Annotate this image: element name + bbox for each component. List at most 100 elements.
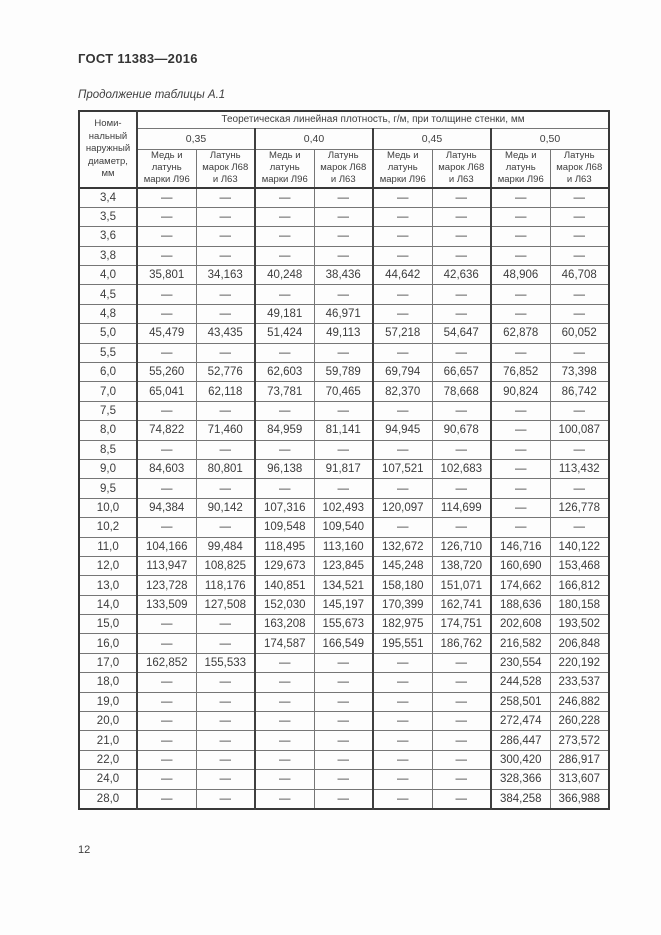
density-cell: 174,751 — [431, 614, 492, 635]
table-row: 4,8— —49,181 46,971— — — — — [78, 303, 610, 325]
density-cell: 104,166 — [136, 536, 197, 557]
density-cell: — — [490, 478, 551, 499]
density-cell: 286,917 — [549, 749, 610, 771]
density-cell: — — [431, 245, 492, 267]
density-cell: 73,398 — [549, 362, 610, 383]
diameter-cell: 7,5 — [78, 400, 138, 422]
density-cell: 129,673 — [254, 555, 315, 577]
density-cell: — — [431, 517, 492, 538]
density-cell: — — [254, 730, 315, 751]
density-cell: — — [372, 226, 433, 247]
material-header-brass: Латунь марок Л68 и Л63 — [431, 148, 492, 189]
density-cell: 100,087 — [549, 420, 610, 441]
density-cell: 62,603 — [254, 362, 315, 383]
density-cell: — — [490, 206, 551, 228]
density-cell: — — [254, 439, 315, 460]
density-cell: — — [490, 284, 551, 305]
density-cell: — — [136, 206, 197, 228]
density-cell: 260,228 — [549, 711, 610, 732]
density-cell: 113,432 — [549, 458, 610, 480]
density-cell: — — [549, 400, 610, 422]
density-cell: 126,778 — [549, 497, 610, 519]
table-row: 3,6— — — — — — — — — [78, 226, 610, 247]
density-cell: — — [195, 400, 256, 422]
density-cell: 258,501 — [490, 691, 551, 713]
density-cell: — — [136, 614, 197, 635]
density-cell: 70,465 — [313, 381, 374, 402]
material-header-row: Медь и латунь марки Л96 Латунь марок Л68 … — [79, 148, 610, 189]
density-cell: — — [431, 342, 492, 364]
density-cell: — — [549, 187, 610, 208]
density-cell: 384,258 — [490, 788, 551, 810]
density-cell: — — [549, 226, 610, 247]
density-cell: 123,728 — [136, 575, 197, 596]
density-cell: — — [372, 711, 433, 732]
density-cell: 57,218 — [372, 323, 433, 344]
density-cell: — — [136, 730, 197, 751]
diameter-cell: 9,0 — [78, 458, 138, 480]
density-cell: 132,672 — [372, 536, 433, 557]
table-row: 7,0 65,041 62,118 73,781 70,465 82,370 78,668 9… — [78, 381, 610, 402]
density-cell: 90,824 — [490, 381, 551, 402]
density-cell: 113,160 — [313, 536, 374, 557]
diameter-cell: 4,8 — [78, 303, 138, 325]
density-cell: 109,548 — [254, 517, 315, 538]
density-cell: 49,113 — [313, 323, 374, 344]
diameter-cell: 13,0 — [78, 575, 138, 596]
table-row: 24,0— — — — — —328,366 313,607 — [78, 769, 610, 790]
diameter-cell: 6,0 — [78, 362, 138, 383]
diameter-cell: 8,5 — [78, 439, 138, 460]
density-cell: — — [195, 749, 256, 771]
thickness-header: 0,50 — [490, 127, 610, 150]
density-cell: 145,197 — [313, 594, 374, 616]
density-cell: 108,825 — [195, 555, 256, 577]
density-cell: 46,971 — [313, 303, 374, 325]
density-cell: — — [490, 342, 551, 364]
density-cell: — — [372, 206, 433, 228]
density-cell: — — [490, 187, 551, 208]
density-cell: — — [490, 400, 551, 422]
density-cell: 118,495 — [254, 536, 315, 557]
density-cell: — — [136, 303, 197, 325]
density-cell: — — [431, 769, 492, 790]
density-cell: 163,208 — [254, 614, 315, 635]
table-row: 17,0 162,852 155,533— — — —230,554 220,192 — [78, 652, 610, 674]
density-cell: 62,118 — [195, 381, 256, 402]
density-cell: — — [549, 206, 610, 228]
top-header-row: Номи- нальный наружный диаметр, мм Теоре… — [78, 110, 610, 189]
density-cell: 113,947 — [136, 555, 197, 577]
density-cell: — — [549, 303, 610, 325]
density-cell: 114,699 — [431, 497, 492, 519]
density-cell: 366,988 — [549, 788, 610, 810]
table-row: 3,4— — — — — — — — — [78, 187, 610, 208]
density-cell: — — [313, 730, 374, 751]
density-table: Номи- нальный наружный диаметр, мм Теоре… — [78, 110, 610, 810]
density-cell: — — [372, 730, 433, 751]
diameter-cell: 9,5 — [78, 478, 138, 499]
density-cell: 246,882 — [549, 691, 610, 713]
density-cell: 174,587 — [254, 633, 315, 654]
density-cell: 62,878 — [490, 323, 551, 344]
material-header-copper: Медь и латунь марки Л96 — [490, 148, 551, 189]
density-cell: — — [490, 517, 551, 538]
density-cell: — — [313, 749, 374, 771]
table-caption: Продолжение таблицы А.1 — [78, 89, 226, 101]
density-cell: — — [372, 749, 433, 771]
density-cell: — — [549, 439, 610, 460]
density-cell: — — [136, 400, 197, 422]
density-cell: — — [136, 633, 197, 654]
diameter-cell: 3,4 — [78, 187, 138, 208]
density-cell: 46,708 — [549, 265, 610, 286]
thickness-header: 0,45 — [372, 127, 492, 150]
table-row: 10,0 94,384 90,142 107,316 102,493 120,097 114… — [78, 497, 610, 519]
density-cell: 162,852 — [136, 652, 197, 674]
density-cell: 38,436 — [313, 265, 374, 286]
density-cell: 166,812 — [549, 575, 610, 596]
density-cell: 186,762 — [431, 633, 492, 654]
density-cell: — — [490, 458, 551, 480]
density-cell: — — [372, 517, 433, 538]
density-cell: — — [195, 672, 256, 693]
density-cell: 193,502 — [549, 614, 610, 635]
density-cell: 174,662 — [490, 575, 551, 596]
